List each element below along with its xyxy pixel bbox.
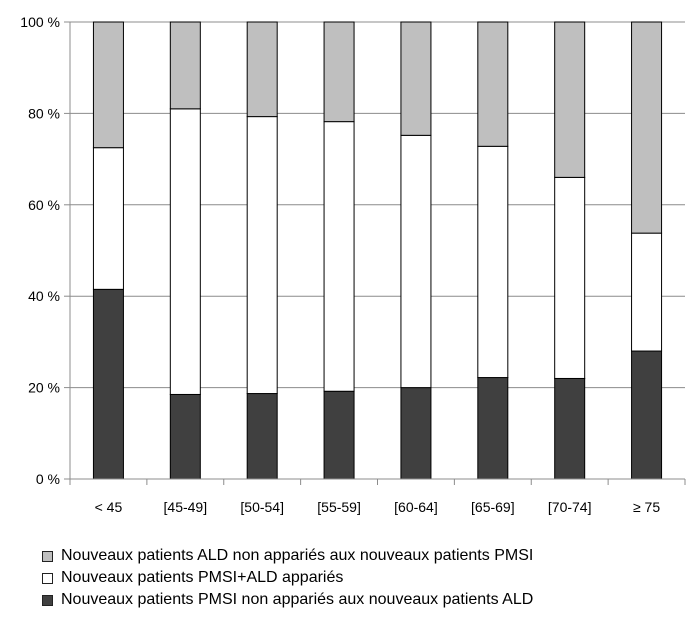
bar-segment-75-series-1 — [631, 232, 663, 352]
bar-segment-55-59-series-0 — [323, 390, 355, 480]
bar-segment-55-59-series-1 — [323, 121, 355, 392]
bar-segment-45-series-1 — [92, 147, 124, 290]
legend-item-ald-unmatched: Nouveaux patients ALD non appariés aux n… — [42, 545, 700, 567]
y-tick-label-20: 20 % — [28, 380, 60, 396]
bars — [92, 21, 663, 480]
bar-segment-70-74-series-2 — [554, 21, 586, 178]
bar-segment-45-series-2 — [92, 21, 124, 149]
bar-segment-55-59-series-2 — [323, 21, 355, 123]
bar-segment-60-64-series-1 — [400, 134, 432, 389]
bar-segment-50-54-series-2 — [246, 21, 278, 118]
x-tick-labels: < 45 [45-49] [50-54] [55-59] [60-64] [65-69] [… — [95, 499, 661, 515]
legend-swatch-pmsi-ald-matched — [42, 572, 53, 584]
x-tick-label-75: ≥ 75 — [633, 499, 660, 515]
bar-segment-45-series-0 — [92, 288, 124, 480]
y-tick-labels: 0 % 20 % 40 % 60 % 80 % 100 % — [20, 14, 60, 487]
x-tick-label-55-59: [55-59] — [317, 499, 361, 515]
bar-segment-70-74-series-1 — [554, 176, 586, 379]
bar-segment-65-69-series-0 — [477, 377, 509, 480]
bar-segment-45-49-series-2 — [169, 21, 201, 110]
gridlines — [70, 21, 685, 389]
legend-label-ald-unmatched: Nouveaux patients ALD non appariés aux n… — [61, 547, 534, 564]
x-tick-label-45-49: [45-49] — [164, 499, 208, 515]
x-tick-label-45: < 45 — [95, 499, 123, 515]
x-tick-label-60-64: [60-64] — [394, 499, 438, 515]
legend-swatch-ald-unmatched — [42, 550, 53, 562]
legend-item-pmsi-unmatched: Nouveaux patients PMSI non appariés aux … — [42, 589, 700, 611]
y-tick-label-0: 0 % — [36, 471, 60, 487]
bar-segment-60-64-series-2 — [400, 21, 432, 136]
bar-segment-70-74-series-0 — [554, 377, 586, 480]
legend: Nouveaux patients ALD non appariés aux n… — [42, 545, 700, 611]
legend-label-pmsi-unmatched: Nouveaux patients PMSI non appariés aux … — [61, 591, 534, 608]
legend-label-pmsi-ald-matched: Nouveaux patients PMSI+ALD appariés — [61, 569, 344, 586]
bar-segment-65-69-series-1 — [477, 145, 509, 379]
legend-swatch-pmsi-unmatched — [42, 594, 53, 606]
bar-segment-45-49-series-1 — [169, 108, 201, 395]
bar-segment-65-69-series-2 — [477, 21, 509, 147]
x-tick-label-65-69: [65-69] — [471, 499, 515, 515]
bar-segment-75-series-2 — [631, 21, 663, 234]
stacked-bar-chart: 0 % 20 % 40 % 60 % 80 % 100 % < 45 [45-49] [50-… — [20, 14, 686, 515]
axes — [64, 21, 686, 485]
bar-segment-75-series-0 — [631, 350, 663, 480]
y-tick-label-100: 100 % — [20, 14, 60, 30]
y-tick-label-60: 60 % — [28, 197, 60, 213]
bar-segment-50-54-series-0 — [246, 393, 278, 480]
x-tick-label-50-54: [50-54] — [240, 499, 284, 515]
bar-segment-50-54-series-1 — [246, 116, 278, 395]
x-tick-label-70-74: [70-74] — [548, 499, 592, 515]
y-tick-label-40: 40 % — [28, 288, 60, 304]
y-tick-label-80: 80 % — [28, 105, 60, 121]
bar-segment-60-64-series-0 — [400, 387, 432, 480]
legend-item-pmsi-ald-matched: Nouveaux patients PMSI+ALD appariés — [42, 567, 700, 589]
bar-segment-45-49-series-0 — [169, 393, 201, 480]
